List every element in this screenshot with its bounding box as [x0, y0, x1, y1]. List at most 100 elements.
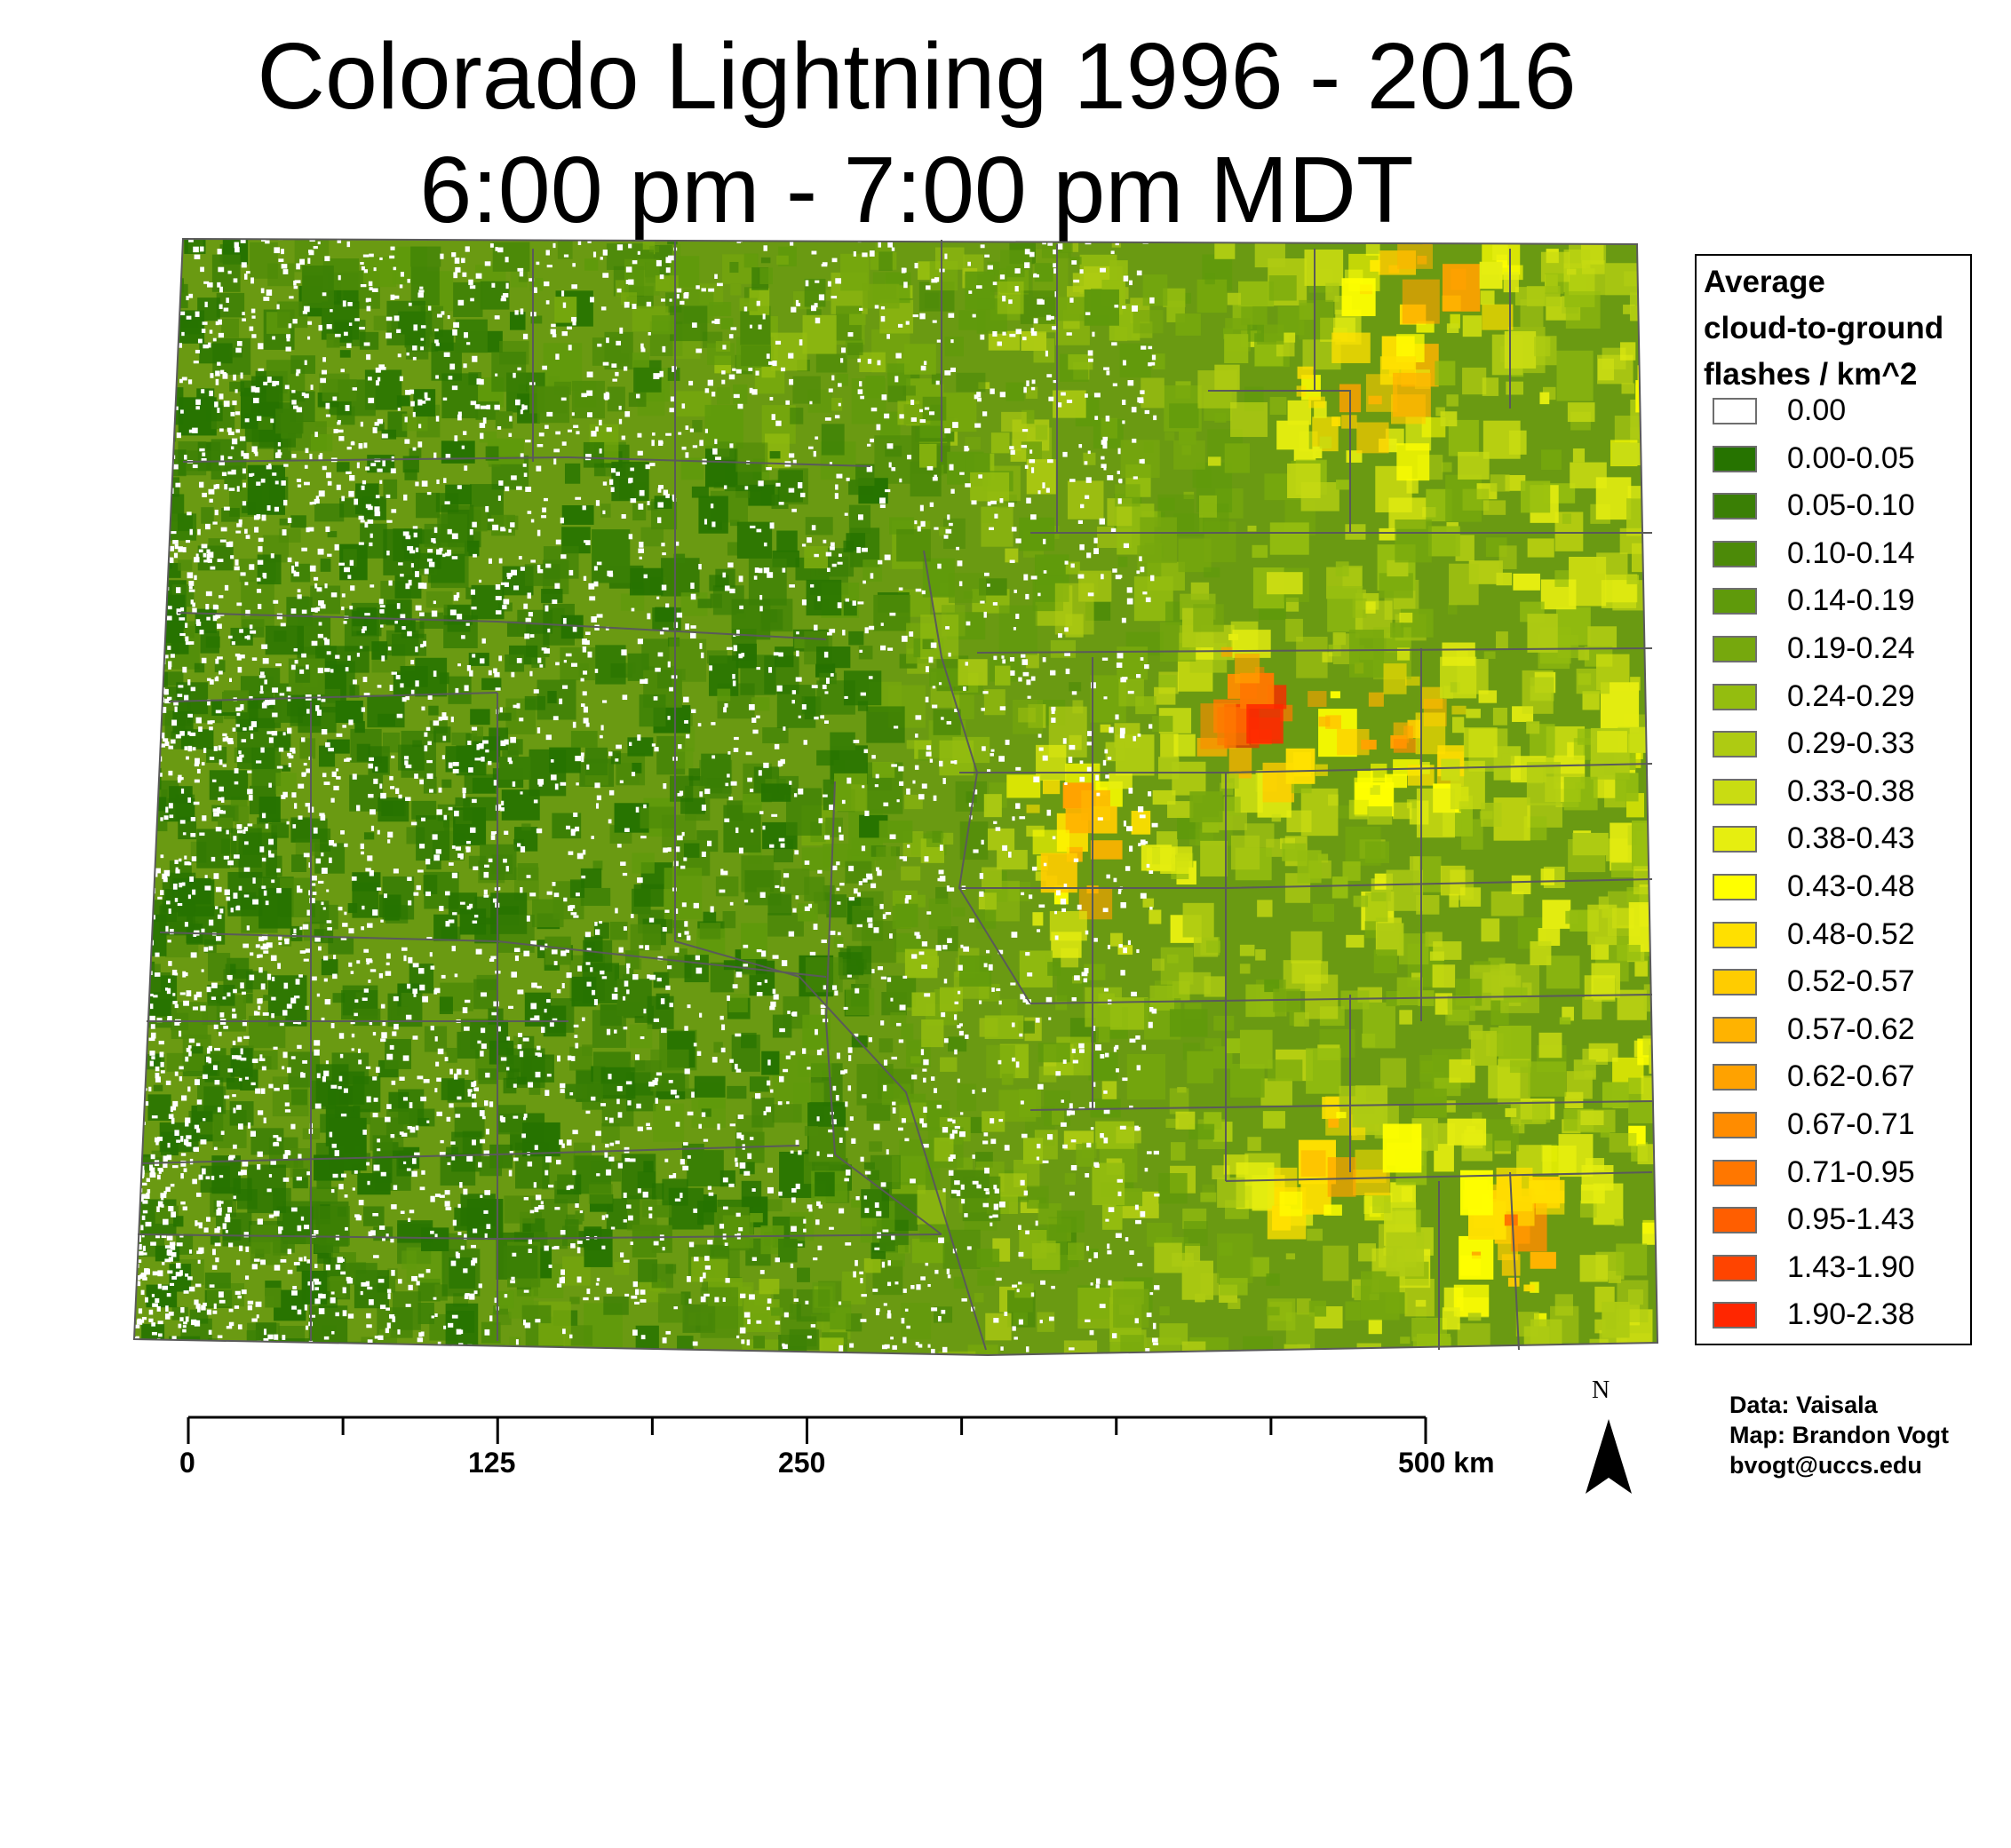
zero-flash-speck: [430, 1230, 434, 1234]
zero-flash-speck: [381, 433, 388, 439]
density-patch: [208, 953, 231, 981]
density-patch: [201, 507, 214, 524]
zero-flash-speck: [168, 908, 171, 915]
zero-flash-speck: [389, 775, 393, 781]
zero-flash-speck: [430, 965, 435, 970]
density-patch: [1297, 366, 1314, 379]
zero-flash-speck: [751, 829, 754, 833]
zero-flash-speck: [454, 810, 459, 817]
density-patch: [514, 1347, 542, 1355]
zero-flash-speck: [143, 816, 147, 821]
zero-flash-speck: [644, 678, 648, 685]
density-patch: [1482, 304, 1514, 330]
density-patch: [1490, 891, 1524, 916]
zero-flash-speck: [1144, 664, 1149, 670]
zero-flash-speck: [140, 739, 145, 745]
zero-flash-speck: [839, 358, 844, 363]
zero-flash-speck: [649, 974, 656, 980]
zero-flash-speck: [139, 662, 143, 666]
zero-flash-speck: [657, 652, 664, 657]
zero-flash-speck: [861, 1294, 867, 1297]
density-patch: [1550, 1305, 1579, 1344]
zero-flash-speck: [303, 1256, 306, 1262]
zero-flash-speck: [219, 1299, 226, 1304]
zero-flash-speck: [813, 924, 818, 930]
zero-flash-speck: [160, 355, 165, 361]
density-patch: [1492, 244, 1508, 261]
zero-flash-speck: [891, 467, 896, 472]
zero-flash-speck: [948, 313, 955, 318]
density-patch: [1230, 835, 1260, 870]
density-patch: [862, 559, 883, 582]
zero-flash-speck: [546, 891, 552, 895]
zero-flash-speck: [416, 1281, 420, 1286]
zero-flash-speck: [219, 393, 224, 400]
zero-flash-speck: [822, 684, 827, 690]
density-patch: [1241, 306, 1268, 326]
density-patch: [1513, 573, 1540, 591]
zero-flash-speck: [455, 687, 459, 694]
density-patch: [463, 797, 497, 821]
zero-flash-speck: [1104, 1052, 1109, 1058]
density-patch: [901, 866, 921, 881]
zero-flash-speck: [788, 353, 794, 359]
zero-flash-speck: [156, 1206, 160, 1212]
zero-flash-speck: [360, 843, 364, 850]
zero-flash-speck: [756, 715, 760, 718]
density-patch: [1353, 1169, 1390, 1196]
zero-flash-speck: [463, 1268, 468, 1273]
zero-flash-speck: [687, 1275, 691, 1282]
zero-flash-speck: [188, 1038, 195, 1043]
zero-flash-speck: [996, 1277, 1002, 1281]
zero-flash-speck: [864, 627, 869, 634]
zero-flash-speck: [500, 527, 505, 530]
density-patch: [957, 1083, 977, 1112]
density-patch: [966, 453, 990, 474]
zero-flash-speck: [948, 652, 951, 657]
zero-flash-speck: [1093, 393, 1101, 398]
zero-flash-speck: [1078, 444, 1083, 448]
density-patch: [149, 488, 162, 498]
zero-flash-speck: [342, 300, 346, 307]
density-patch: [1396, 443, 1430, 481]
zero-flash-speck: [915, 715, 922, 720]
zero-flash-speck: [634, 1301, 640, 1305]
density-patch: [1531, 1179, 1565, 1204]
density-patch: [384, 900, 400, 921]
zero-flash-speck: [209, 329, 213, 334]
density-patch: [420, 1227, 449, 1251]
zero-flash-speck: [758, 480, 764, 487]
zero-flash-speck: [643, 804, 647, 809]
zero-flash-speck: [247, 1122, 251, 1129]
zero-flash-speck: [230, 411, 235, 416]
density-patch: [911, 992, 935, 1017]
zero-flash-speck: [377, 829, 380, 835]
zero-flash-speck: [803, 1228, 807, 1233]
density-patch: [1291, 931, 1323, 964]
density-patch: [1411, 1317, 1447, 1342]
zero-flash-speck: [139, 353, 146, 359]
zero-flash-speck: [425, 726, 431, 731]
density-patch: [211, 254, 241, 292]
zero-flash-speck: [743, 306, 748, 312]
density-patch: [318, 1206, 350, 1246]
density-patch: [1442, 642, 1475, 666]
zero-flash-speck: [899, 478, 902, 483]
zero-flash-speck: [798, 1150, 802, 1155]
zero-flash-speck: [470, 297, 474, 302]
zero-flash-speck: [914, 932, 920, 936]
zero-flash-speck: [692, 445, 698, 448]
density-patch: [347, 903, 358, 914]
zero-flash-speck: [335, 654, 340, 659]
zero-flash-speck: [520, 791, 523, 795]
zero-flash-speck: [710, 906, 714, 913]
zero-flash-speck: [1149, 724, 1153, 729]
density-patch: [415, 657, 448, 697]
zero-flash-speck: [243, 867, 250, 872]
zero-flash-speck: [134, 803, 138, 807]
zero-flash-speck: [486, 404, 491, 410]
zero-flash-speck: [308, 527, 314, 532]
zero-flash-speck: [480, 1194, 483, 1198]
density-patch: [1055, 319, 1090, 345]
zero-flash-speck: [249, 564, 255, 570]
